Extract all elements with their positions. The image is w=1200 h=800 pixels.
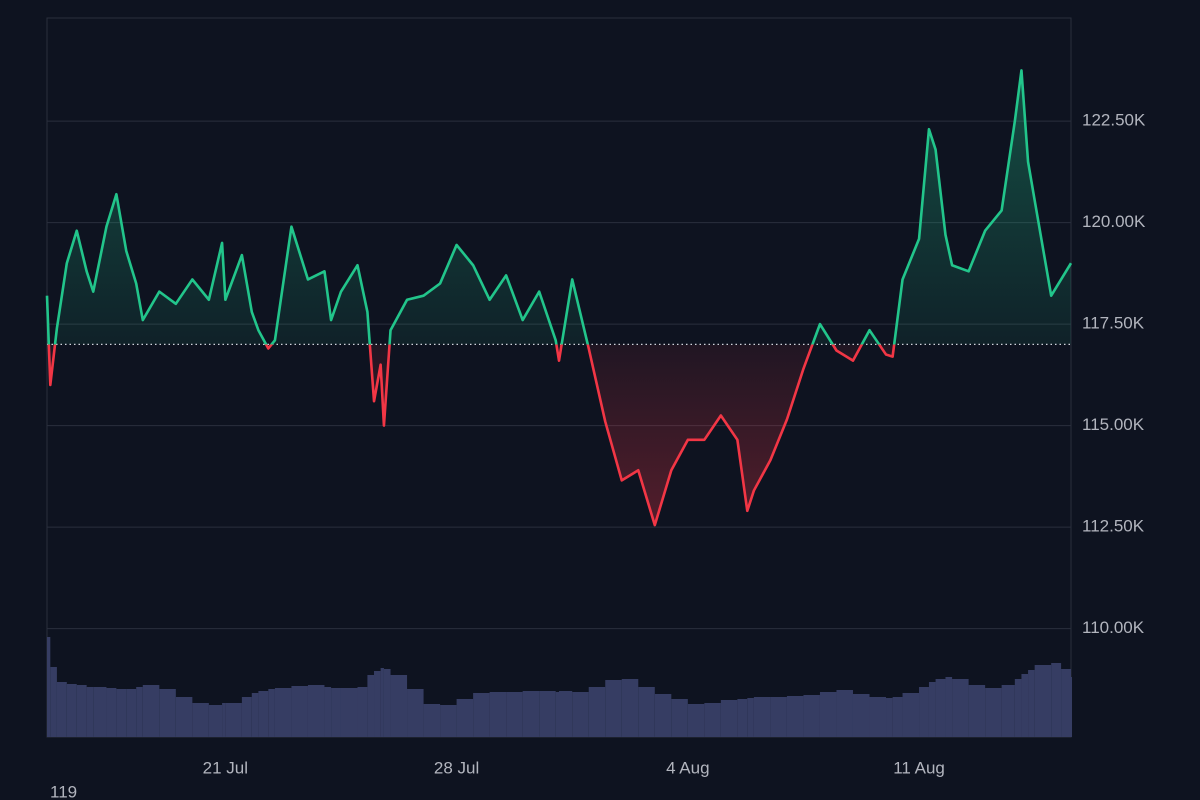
volume-bar <box>1028 670 1035 737</box>
volume-bar <box>407 689 424 737</box>
volume-bar <box>892 697 903 737</box>
volume-bar <box>836 690 853 737</box>
volume-bar <box>126 689 137 737</box>
price-line <box>45 69 1073 527</box>
volume-bar <box>1071 677 1072 737</box>
volume-bar <box>142 685 160 737</box>
volume-bar <box>374 671 381 737</box>
volume-bar <box>222 703 226 737</box>
volume-bar <box>86 687 94 737</box>
x-tick-label: 11 Aug <box>893 758 945 777</box>
volume-bar <box>985 688 1002 737</box>
volume-bar <box>770 697 787 737</box>
volume-bar <box>175 697 193 737</box>
volume-bar <box>357 687 368 737</box>
x-tick-label: 21 Jul <box>203 758 248 777</box>
volume-bar <box>1001 685 1015 737</box>
volume-bar <box>704 703 721 737</box>
volume-bar <box>47 637 51 737</box>
volume-bar <box>638 687 655 737</box>
volume-bar <box>340 688 358 737</box>
y-tick-label: 120.00K <box>1082 212 1146 231</box>
volume-bar <box>720 700 738 737</box>
volume-bar <box>506 692 523 737</box>
volume-bar <box>968 685 986 737</box>
volume-bar <box>307 685 325 737</box>
volume-bar <box>251 693 259 737</box>
volume-bar <box>1021 674 1029 737</box>
volume-bar <box>331 688 341 737</box>
volume-bar <box>928 682 936 737</box>
volume-bar <box>440 705 457 737</box>
volume-bar <box>268 689 275 737</box>
volume-bar <box>952 679 969 737</box>
volume-bar <box>747 698 754 737</box>
y-tick-label: 122.50K <box>1082 111 1146 130</box>
volume-bar <box>390 675 408 737</box>
volume-bar <box>753 697 771 737</box>
volume-bar <box>274 688 292 737</box>
volume-bar <box>383 669 391 737</box>
volume-bar <box>225 703 242 737</box>
y-tick-label: 112.50K <box>1082 517 1145 536</box>
volume-bar <box>473 693 490 737</box>
volume-bar <box>367 675 375 737</box>
y-tick-label: 110.00K <box>1082 618 1145 637</box>
volume-bar <box>1034 665 1052 737</box>
volume-bar <box>208 705 223 737</box>
volume-bar <box>50 667 57 737</box>
volume-bar <box>572 692 589 737</box>
volume-bar <box>621 679 639 737</box>
volume-bar <box>159 689 176 737</box>
volume-bar <box>605 680 622 737</box>
volume-bar <box>886 698 893 737</box>
volume-bar <box>522 691 540 737</box>
volume-bar <box>423 704 441 737</box>
volume-bar <box>902 693 920 737</box>
volume-bar <box>258 691 269 737</box>
volume-bar <box>539 691 556 737</box>
volume-bar <box>1061 669 1071 737</box>
volume-bar <box>192 703 209 737</box>
corner-label: 119 <box>50 782 77 800</box>
volume-bar <box>56 682 67 737</box>
volume-bar <box>737 699 748 737</box>
volume-bar <box>559 691 573 737</box>
volume-bar <box>819 692 837 737</box>
volume-bar <box>654 694 672 737</box>
volume-bar <box>76 685 87 737</box>
volume-bar <box>869 697 887 737</box>
x-tick-label: 4 Aug <box>666 758 710 777</box>
volume-bar <box>136 687 143 737</box>
volume-bar <box>555 692 559 737</box>
volume-bar <box>852 694 870 737</box>
x-tick-label: 28 Jul <box>434 758 479 777</box>
volume-bar <box>945 677 953 737</box>
volume-bar <box>106 688 117 737</box>
volume-bar <box>803 695 820 737</box>
y-tick-label: 117.50K <box>1082 314 1145 333</box>
volume-bar <box>786 696 804 737</box>
volume-bar <box>66 684 77 737</box>
volume-bar <box>935 679 946 737</box>
volume-bar <box>919 687 929 737</box>
volume-bar <box>93 687 107 737</box>
volume-bar <box>588 687 606 737</box>
volume-bar <box>380 668 384 737</box>
volume-bar <box>324 687 332 737</box>
y-tick-label: 115.00K <box>1082 415 1145 434</box>
volume-bar <box>116 689 127 737</box>
volume-bar <box>1014 679 1022 737</box>
volume-bar <box>1051 663 1062 737</box>
volume-bar <box>489 692 507 737</box>
volume-bar <box>671 699 688 737</box>
volume-bar <box>291 686 308 737</box>
volume-bar <box>687 704 705 737</box>
volume-bar <box>456 699 474 737</box>
volume-bar <box>241 697 252 737</box>
